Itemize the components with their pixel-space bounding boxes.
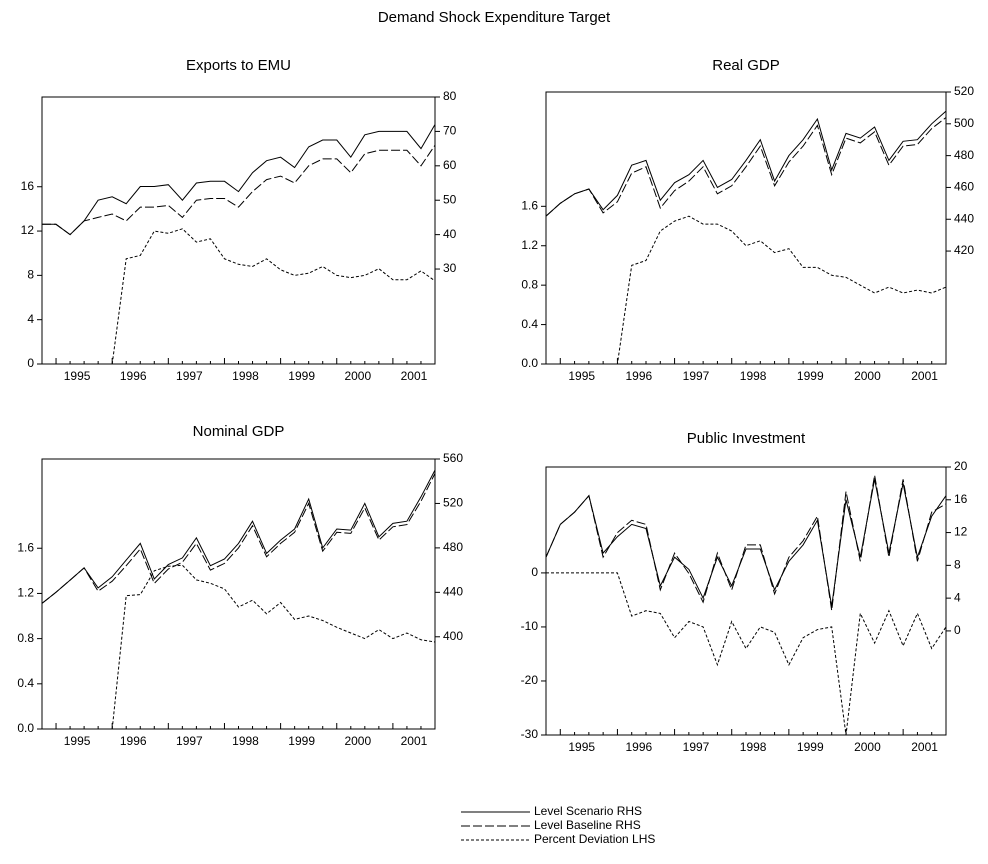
- x-tick-label: 2000: [854, 369, 881, 383]
- series-line: [42, 564, 436, 730]
- x-tick-label: 1996: [626, 740, 653, 754]
- y-tick-label: 1.6: [17, 540, 34, 554]
- y-tick-label: 0.0: [521, 356, 538, 370]
- y-tick-label: 0.0: [17, 721, 34, 735]
- y2-tick-label: 70: [443, 124, 457, 138]
- y2-tick-label: 440: [443, 585, 463, 599]
- y-tick-label: -30: [521, 727, 539, 741]
- panel-title: Exports to EMU: [186, 57, 291, 74]
- chart-title: Demand Shock Expenditure Target: [378, 9, 611, 26]
- series-line: [545, 110, 947, 217]
- y-tick-label: -20: [521, 673, 539, 687]
- x-tick-label: 1995: [568, 740, 595, 754]
- plot-frame: [41, 96, 436, 365]
- x-tick-label: 2000: [344, 734, 371, 748]
- y2-tick-label: 480: [443, 540, 463, 554]
- y2-tick-label: 500: [954, 116, 974, 130]
- x-tick-label: 1997: [683, 740, 710, 754]
- panel-title: Real GDP: [712, 57, 780, 74]
- x-tick-label: 1997: [683, 369, 710, 383]
- series-line: [546, 572, 947, 736]
- y2-tick-label: 520: [954, 84, 974, 98]
- x-tick-label: 1997: [176, 369, 203, 383]
- y2-tick-label: 420: [954, 243, 974, 257]
- y-tick-label: 12: [21, 223, 35, 237]
- x-tick-label: 1995: [64, 734, 91, 748]
- x-tick-label: 1999: [288, 369, 315, 383]
- x-tick-label: 2001: [911, 369, 938, 383]
- series-line: [42, 144, 436, 236]
- y2-tick-label: 4: [954, 590, 961, 604]
- y-tick-label: 4: [27, 312, 34, 326]
- x-tick-label: 2000: [344, 369, 371, 383]
- legend-label: Level Scenario RHS: [534, 804, 642, 818]
- y2-tick-label: 400: [443, 629, 463, 643]
- plot-frame: [545, 91, 947, 365]
- x-tick-label: 1998: [232, 369, 259, 383]
- x-tick-label: 1996: [120, 369, 147, 383]
- panel-title: Public Investment: [687, 430, 806, 447]
- y-tick-label: 1.2: [521, 238, 538, 252]
- legend-label: Percent Deviation LHS: [534, 832, 655, 846]
- series-line: [41, 473, 436, 604]
- y2-tick-label: 30: [443, 261, 457, 275]
- x-tick-label: 1999: [797, 740, 824, 754]
- y2-tick-label: 440: [954, 211, 974, 225]
- y2-tick-label: 60: [443, 158, 457, 172]
- y2-tick-label: 460: [954, 180, 974, 194]
- x-tick-label: 2001: [911, 740, 938, 754]
- y2-tick-label: 480: [954, 148, 974, 162]
- y2-tick-label: 50: [443, 192, 457, 206]
- series-line: [545, 117, 947, 217]
- x-tick-label: 1999: [797, 369, 824, 383]
- y2-tick-label: 12: [954, 525, 968, 539]
- y2-tick-label: 520: [443, 496, 463, 510]
- y-tick-label: -10: [521, 619, 539, 633]
- y-tick-label: 0: [531, 565, 538, 579]
- x-tick-label: 2001: [401, 734, 428, 748]
- legend-label: Level Baseline RHS: [534, 818, 641, 832]
- y-tick-label: 8: [27, 268, 34, 282]
- y-tick-label: 0: [27, 356, 34, 370]
- y-tick-label: 0.8: [521, 277, 538, 291]
- panel-title: Nominal GDP: [193, 423, 285, 440]
- y2-tick-label: 20: [954, 459, 968, 473]
- x-tick-label: 1995: [64, 369, 91, 383]
- series-line: [545, 475, 947, 611]
- y-tick-label: 16: [21, 179, 35, 193]
- x-tick-label: 1998: [232, 734, 259, 748]
- y2-tick-label: 0: [954, 623, 961, 637]
- x-tick-label: 1995: [568, 369, 595, 383]
- y2-tick-label: 16: [954, 492, 968, 506]
- x-tick-label: 1998: [740, 740, 767, 754]
- plot-frame: [545, 466, 947, 736]
- x-tick-label: 2000: [854, 740, 881, 754]
- x-tick-label: 2001: [401, 369, 428, 383]
- y2-tick-label: 8: [954, 558, 961, 572]
- series-line: [42, 228, 436, 365]
- x-tick-label: 1997: [176, 734, 203, 748]
- y-tick-label: 0.8: [17, 631, 34, 645]
- series-line: [42, 124, 436, 236]
- x-tick-label: 1996: [120, 734, 147, 748]
- x-tick-label: 1998: [740, 369, 767, 383]
- y-tick-label: 0.4: [521, 317, 538, 331]
- series-line: [546, 215, 947, 365]
- y-tick-label: 0.4: [17, 676, 34, 690]
- x-tick-label: 1996: [626, 369, 653, 383]
- y2-tick-label: 40: [443, 227, 457, 241]
- plot-frame: [41, 458, 436, 730]
- series-line: [41, 469, 436, 604]
- y-tick-label: 1.6: [521, 198, 538, 212]
- y2-tick-label: 80: [443, 89, 457, 103]
- x-tick-label: 1999: [288, 734, 315, 748]
- y2-tick-label: 560: [443, 451, 463, 465]
- y-tick-label: 1.2: [17, 586, 34, 600]
